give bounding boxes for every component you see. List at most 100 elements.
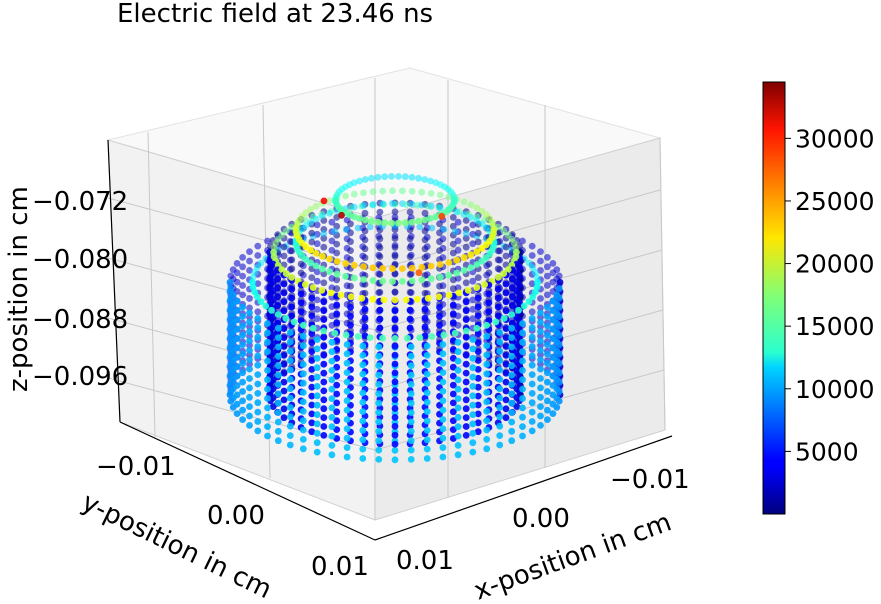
scatter-point <box>401 173 409 181</box>
scatter-point <box>308 392 316 400</box>
scatter-point <box>274 324 282 332</box>
scatter-point <box>254 371 262 378</box>
scatter-point <box>508 324 516 332</box>
scatter-point <box>544 322 551 330</box>
scatter-point <box>508 284 516 291</box>
scatter-point <box>418 188 426 196</box>
scatter-point <box>421 216 429 224</box>
scatter-point <box>439 406 447 414</box>
scatter-point <box>376 253 384 260</box>
scatter-point <box>264 385 271 393</box>
scatter-point <box>254 361 262 369</box>
scatter-point <box>376 288 384 296</box>
scatter-point <box>473 248 481 256</box>
scatter-point <box>246 347 253 354</box>
scatter-point <box>233 382 241 389</box>
scatter-point <box>274 371 282 379</box>
scatter-point <box>483 417 491 425</box>
scatter-point <box>254 418 262 425</box>
scatter-point <box>423 398 431 406</box>
scatter-point <box>544 360 551 367</box>
scatter-point <box>354 224 362 232</box>
scatter-point <box>553 266 561 273</box>
scatter-point <box>233 260 241 267</box>
scatter-point <box>343 378 351 386</box>
scatter-point <box>246 403 253 410</box>
scatter-point <box>544 350 551 358</box>
scatter-point <box>421 323 429 331</box>
scatter-point <box>408 218 416 226</box>
scatter-point <box>474 357 482 364</box>
scatter-point <box>356 215 363 222</box>
scatter-point <box>359 361 367 369</box>
scatter-point <box>391 235 399 242</box>
scatter-point <box>389 200 396 207</box>
scatter-point <box>312 249 320 257</box>
scatter-point <box>502 289 510 297</box>
scatter-point <box>312 215 320 223</box>
scatter-point <box>449 372 457 380</box>
scatter-point <box>537 393 544 401</box>
scatter-point <box>508 319 516 327</box>
scatter-point <box>254 408 262 416</box>
scatter-point <box>359 427 367 434</box>
scatter-point <box>337 291 345 299</box>
scatter-point <box>274 319 282 327</box>
scatter-point <box>537 356 544 364</box>
scatter-point <box>449 276 457 284</box>
scatter-point <box>483 321 490 329</box>
scatter-point <box>483 389 491 396</box>
scatter-point <box>375 418 383 426</box>
scatter-point <box>508 381 516 388</box>
scatter-point <box>328 338 336 346</box>
scatter-point <box>549 372 557 380</box>
scatter-point <box>549 400 557 408</box>
scatter-point <box>549 363 557 371</box>
scatter-point <box>449 390 457 398</box>
scatter-point <box>359 398 367 406</box>
scatter-point <box>299 332 307 340</box>
axis-lines <box>107 139 673 541</box>
scatter-point <box>274 343 282 351</box>
scatter-point <box>423 427 431 434</box>
scatter-point <box>313 420 321 428</box>
scatter-point <box>423 342 431 350</box>
scatter-point <box>483 342 491 350</box>
scatter-point <box>343 453 351 461</box>
scatter-point <box>519 404 526 412</box>
scatter-point <box>467 251 475 259</box>
scatter-point <box>502 387 510 395</box>
scatter-point <box>343 434 351 442</box>
scatter-point <box>423 455 431 462</box>
scatter-point <box>439 434 447 442</box>
scatter-point <box>286 347 294 355</box>
scatter-point <box>286 413 294 421</box>
scatter-point <box>555 272 563 280</box>
scatter-point <box>469 345 477 353</box>
scatter-point <box>229 291 237 299</box>
scatter-point <box>439 453 447 461</box>
scatter-point <box>360 189 367 197</box>
scatter-point <box>375 371 383 379</box>
scatter-point <box>274 284 282 291</box>
scatter-point <box>423 436 431 444</box>
scatter-point <box>282 270 290 277</box>
scatter-point <box>469 420 477 428</box>
scatter-point <box>469 354 477 362</box>
scatter-point <box>519 348 526 355</box>
scatter-point <box>239 291 247 299</box>
scatter-point <box>264 329 271 337</box>
scatter-point <box>380 296 388 304</box>
scatter-point <box>280 405 288 413</box>
scatter-point <box>519 395 526 402</box>
scatter-point <box>496 432 504 439</box>
scatter-point <box>549 297 557 305</box>
scatter-point <box>359 342 367 350</box>
scatter-point <box>347 247 354 255</box>
scatter-point <box>369 295 377 303</box>
scatter-point <box>389 278 396 285</box>
scatter-point <box>376 235 384 243</box>
scatter-point <box>326 209 333 217</box>
x-tick-label: 0.01 <box>396 546 454 576</box>
scatter-point <box>299 445 307 453</box>
